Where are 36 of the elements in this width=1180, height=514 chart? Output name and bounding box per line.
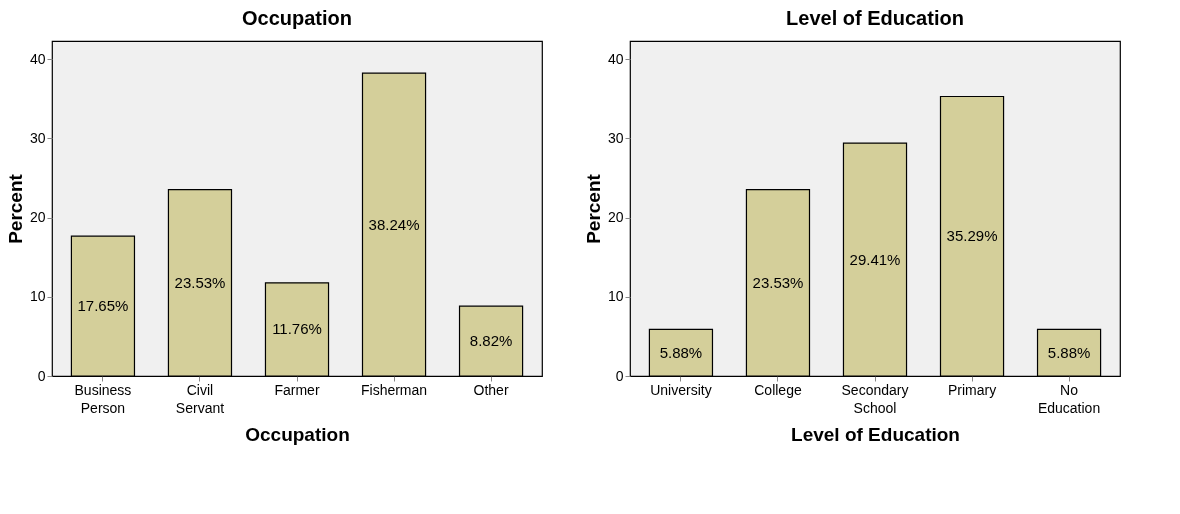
text: 29.41% — [849, 250, 901, 268]
x-axis-title: Level of Education — [791, 423, 960, 445]
y-axis-title: Percent — [4, 173, 26, 244]
text: 5.88% — [659, 343, 703, 361]
y-tick-label: 40 — [607, 50, 624, 67]
text: 8.82% — [469, 332, 513, 350]
text: 35.29% — [946, 227, 998, 245]
y-tick-label: 0 — [37, 367, 46, 384]
x-tick-label: Civil Servant — [175, 381, 225, 416]
x-tick-label: Secondary School — [841, 381, 909, 416]
x-tick-label: Other — [473, 381, 509, 398]
y-tick-label: 10 — [29, 288, 46, 305]
text: 38.24% — [368, 215, 420, 233]
x-tick-label: No Education — [1037, 381, 1101, 416]
x-axis-title: Occupation — [245, 423, 350, 445]
y-tick-label: 10 — [607, 288, 624, 305]
x-tick-label: Farmer — [274, 381, 320, 398]
text: 5.88% — [1047, 343, 1091, 361]
text: 23.53% — [174, 273, 226, 291]
text: 17.65% — [77, 297, 129, 315]
text: 23.53% — [752, 273, 804, 291]
y-tick-label: 20 — [607, 209, 624, 226]
y-tick-label: 30 — [29, 129, 46, 146]
x-tick-label: Primary — [947, 381, 997, 398]
x-tick-label: University — [650, 381, 712, 398]
text: 11.76% — [272, 320, 322, 338]
y-tick-label: 40 — [29, 50, 46, 67]
y-axis-title: Percent — [582, 173, 604, 244]
y-tick-label: 30 — [607, 129, 624, 146]
chart-title: Occupation — [241, 7, 353, 29]
x-tick-label: College — [754, 381, 802, 398]
y-tick-label: 0 — [615, 367, 624, 384]
chart-title: Level of Education — [786, 7, 964, 29]
y-tick-label: 20 — [29, 209, 46, 226]
x-tick-label: Fisherman — [360, 381, 428, 398]
x-tick-label: Business Person — [74, 381, 132, 416]
